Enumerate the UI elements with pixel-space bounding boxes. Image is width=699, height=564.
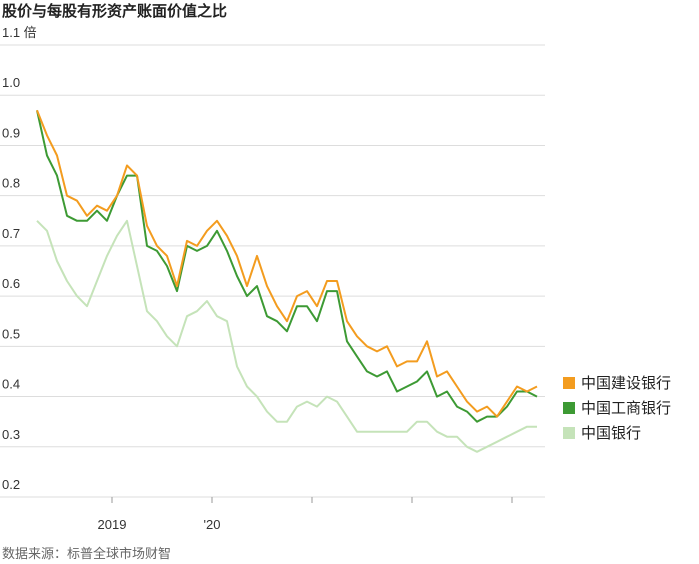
legend-label: 中国工商银行: [581, 400, 671, 417]
series-line: [36, 110, 538, 423]
source: 数据来源：标普全球市场财智: [2, 546, 171, 561]
y-tick-label: 0.4: [2, 377, 20, 392]
y-tick-label: 0.3: [2, 427, 20, 442]
y-tick-label: 0.6: [2, 276, 20, 291]
y-tick-label: 0.2: [2, 477, 20, 492]
chart-title: 股价与每股有形资产账面价值之比: [2, 2, 227, 20]
legend-swatch: [563, 402, 575, 414]
y-tick-label: 0.5: [2, 326, 20, 341]
y-tick-label: 1.1 倍: [2, 25, 37, 40]
legend-swatch: [563, 427, 575, 439]
y-tick-label: 0.9: [2, 125, 20, 140]
x-tick-label: 2019: [98, 517, 127, 532]
y-tick-label: 0.7: [2, 226, 20, 241]
series-line: [36, 109, 538, 418]
x-tick-label: '20: [204, 517, 221, 532]
y-tick-label: 0.8: [2, 176, 20, 191]
series-line: [36, 219, 537, 453]
legend-label: 中国建设银行: [581, 375, 671, 392]
legend-label: 中国银行: [581, 425, 641, 442]
y-tick-label: 1.0: [2, 75, 20, 90]
legend-swatch: [563, 377, 575, 389]
